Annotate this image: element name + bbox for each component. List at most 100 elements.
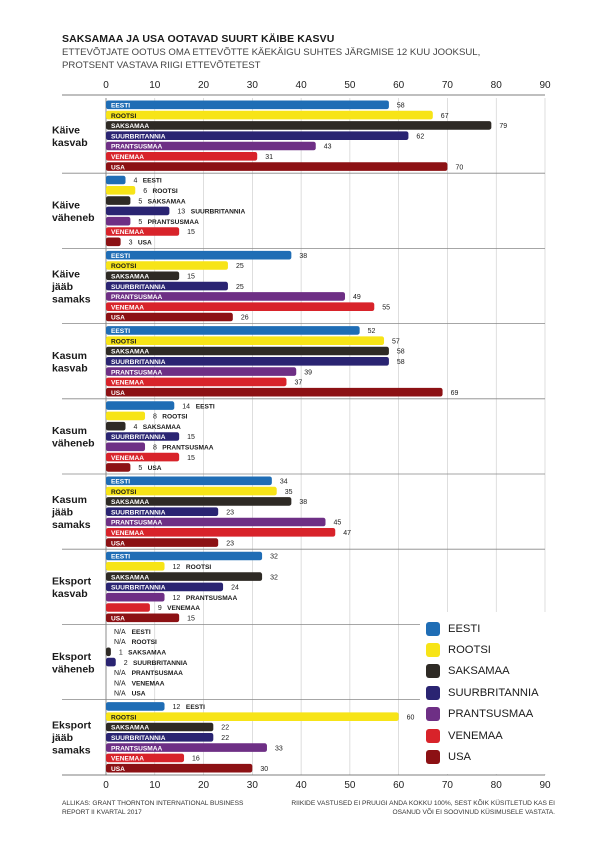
bar (106, 603, 150, 612)
x-tick-label-bottom: 60 (393, 780, 405, 791)
bar (106, 186, 136, 195)
data-label: 52 (368, 328, 376, 335)
data-label: 62 (416, 133, 424, 140)
bar-series-label: EESTI (196, 403, 215, 410)
bar (106, 227, 180, 236)
data-label: 47 (343, 530, 351, 537)
data-label: 4 (134, 424, 138, 431)
data-label: N/A (114, 670, 126, 677)
legend-item: USA (426, 746, 566, 767)
legend-swatch (426, 728, 440, 743)
bar (106, 250, 292, 260)
data-label: 15 (187, 616, 195, 623)
bar (106, 486, 277, 496)
data-label: 58 (397, 359, 405, 366)
bar-series-label: SUURBRITANNIA (111, 735, 166, 742)
x-tick-label-top: 10 (149, 80, 161, 91)
data-label: 13 (177, 209, 185, 216)
x-tick-label-bottom: 40 (296, 780, 308, 791)
data-label: 23 (226, 540, 234, 547)
bar-series-label: ROOTSI (111, 489, 136, 496)
legend-item: SAKSAMAA (426, 661, 566, 682)
bar-series-label: ROOTSI (111, 113, 136, 120)
x-tick-label-top: 40 (296, 80, 308, 91)
bar (106, 175, 126, 185)
x-tick-label-bottom: 70 (442, 780, 454, 791)
bar-series-label: USA (111, 315, 125, 322)
data-label: 49 (353, 294, 361, 301)
legend-item: EESTI (426, 618, 566, 639)
data-label: 35 (285, 489, 293, 496)
bar-series-label: ROOTSI (186, 564, 211, 571)
group-label: väheneb (52, 663, 95, 675)
bar (106, 292, 346, 301)
legend-label: USA (448, 751, 472, 764)
bar (106, 743, 267, 752)
source-note: ALLIKAS: GRANT THORNTON INTERNATIONAL BU… (62, 800, 244, 816)
bar (106, 121, 492, 130)
bar (106, 377, 287, 387)
x-tick-label-top: 0 (103, 80, 109, 91)
legend-label: PRANTSUSMAA (448, 708, 534, 721)
legend-swatch (426, 750, 440, 765)
data-label: 32 (270, 574, 278, 581)
bar (106, 141, 316, 151)
legend-swatch (426, 685, 440, 700)
group-label: samaks (52, 294, 91, 306)
data-label: 38 (299, 499, 307, 506)
bar (106, 517, 326, 527)
bar-series-label: EESTI (111, 479, 130, 486)
bar-series-label: VENEMAA (111, 380, 144, 387)
legend-label: VENEMAA (448, 729, 503, 742)
bar-series-label: USA (111, 390, 125, 397)
data-label: 5 (138, 219, 142, 226)
data-label: 67 (441, 113, 449, 120)
bar (106, 271, 180, 281)
bar-series-label: PRANTSUSMAA (162, 445, 214, 452)
bar (106, 712, 399, 721)
bar-series-label: EESTI (111, 253, 130, 260)
bar (106, 476, 272, 486)
data-label: 2 (124, 660, 128, 667)
data-label: 37 (294, 380, 302, 387)
x-tick-label-top: 80 (491, 80, 503, 91)
data-label: 14 (182, 403, 190, 410)
data-label: 31 (265, 154, 273, 161)
data-label: 15 (187, 455, 195, 462)
bar (106, 463, 131, 472)
x-tick-label-top: 60 (393, 80, 405, 91)
bar-series-label: SAKSAMAA (111, 123, 149, 130)
bar-series-label: PRANTSUSMAA (111, 369, 163, 376)
bar-series-label: SUURBRITANNIA (111, 434, 166, 441)
data-label: 22 (221, 725, 229, 732)
data-label: 5 (138, 465, 142, 472)
bar-series-label: SUURBRITANNIA (111, 509, 166, 516)
bar-series-label: PRANTSUSMAA (111, 144, 163, 151)
data-label: 33 (275, 745, 283, 752)
bar-series-label: EESTI (111, 328, 130, 335)
group-label: samaks (52, 745, 91, 757)
bar (106, 647, 111, 657)
bar (106, 237, 121, 247)
bar (106, 206, 170, 216)
bar-series-label: SAKSAMAA (111, 725, 149, 732)
bar-series-label: EESTI (111, 103, 130, 110)
bar-series-label: USA (111, 766, 125, 773)
x-tick-label-top: 30 (247, 80, 259, 91)
x-tick-label-bottom: 10 (149, 780, 161, 791)
data-label: 12 (173, 564, 181, 571)
bar-series-label: VENEMAA (111, 530, 144, 537)
bar (106, 152, 258, 161)
legend-item: SUURBRITANNIA (426, 682, 566, 703)
bar (106, 421, 126, 431)
group-label: Eksport (52, 720, 92, 732)
data-label: 39 (304, 369, 312, 376)
bar-series-label: USA (111, 616, 125, 623)
bar (106, 346, 389, 356)
bar-series-label: VENEMAA (111, 304, 144, 311)
bar (106, 592, 165, 602)
bar (106, 302, 375, 311)
data-label: 15 (187, 274, 195, 281)
group-label: jääb (51, 732, 73, 744)
data-label: 5 (138, 198, 142, 205)
